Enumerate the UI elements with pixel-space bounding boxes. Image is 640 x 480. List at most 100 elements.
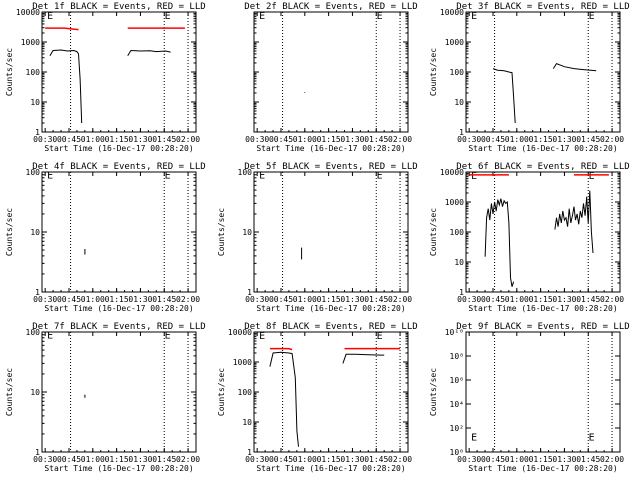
x-axis-label: Start Time (16-Dec-17 00:28:20) [256, 304, 405, 313]
x-tick-label: 01:45 [152, 135, 176, 144]
x-tick-label: 00:45 [57, 295, 81, 304]
y-tick-label: 100 [238, 168, 253, 177]
x-tick-label: 01:45 [152, 455, 176, 464]
x-axis-label: Start Time (16-Dec-17 00:28:20) [256, 144, 405, 153]
x-tick-label: 00:30 [245, 135, 269, 144]
y-tick-label: 1 [459, 128, 464, 137]
chart-title: Det 5f BLACK = Events, RED = LLD [244, 162, 417, 172]
x-tick-label: 01:45 [152, 295, 176, 304]
plot-frame [41, 171, 197, 293]
energy-mark: E [589, 171, 595, 182]
y-tick-label: 100 [450, 68, 465, 77]
y-tick-label: 1000 [445, 38, 464, 47]
energy-mark: E [47, 11, 53, 22]
energy-mark: E [377, 331, 383, 342]
energy-mark: E [47, 171, 53, 182]
chart-title: Det 4f BLACK = Events, RED = LLD [32, 162, 205, 172]
x-tick-label: 00:30 [457, 295, 481, 304]
x-tick-label: 01:00 [505, 455, 529, 464]
energy-mark: E [165, 331, 171, 342]
chart-panel-6: Det 6f BLACK = Events, RED = LLD 00:30 00:… [429, 162, 630, 313]
y-tick-label: 1000 [445, 198, 464, 207]
events-series-line [342, 353, 385, 364]
x-tick-label: 00:30 [33, 455, 57, 464]
x-tick-label: 00:30 [33, 135, 57, 144]
y-tick-label: 100 [26, 68, 41, 77]
y-tick-label: 1 [247, 448, 252, 457]
energy-mark: E [259, 171, 265, 182]
energy-mark: E [259, 11, 265, 22]
y-axis-label: Counts/sec [5, 368, 14, 416]
energy-mark: E [471, 171, 477, 182]
chart-title: Det 9f BLACK = Events, RED = LLD [456, 322, 629, 332]
x-tick-label: 01:45 [364, 135, 388, 144]
lld-series-line [269, 347, 293, 351]
x-tick-label: 01:30 [128, 135, 152, 144]
y-axis-label: Counts/sec [429, 48, 438, 96]
y-tick-label: 1 [247, 288, 252, 297]
x-tick-label: 01:45 [364, 455, 388, 464]
x-tick-label: 01:00 [81, 135, 105, 144]
y-tick-label: 10⁶ [450, 376, 464, 385]
y-tick-label: 10000 [440, 8, 464, 17]
energy-mark: E [47, 331, 53, 342]
x-tick-label: 02:00 [388, 455, 412, 464]
events-series-line [492, 68, 516, 124]
y-tick-label: 10 [30, 228, 40, 237]
x-tick-label: 01:15 [105, 135, 129, 144]
x-tick-label: 01:15 [105, 455, 129, 464]
x-tick-label: 02:00 [176, 295, 200, 304]
y-tick-label: 1 [459, 288, 464, 297]
y-tick-label: 10 [454, 258, 464, 267]
x-tick-label: 00:45 [269, 455, 293, 464]
events-series-line [127, 49, 171, 56]
x-axis-label: Start Time (16-Dec-17 00:28:20) [44, 304, 193, 313]
x-axis-label: Start Time (16-Dec-17 00:28:20) [44, 464, 193, 473]
plot-frame [465, 331, 621, 453]
x-axis-label: Start Time (16-Dec-17 00:28:20) [468, 144, 617, 153]
y-axis-label: Counts/sec [429, 368, 438, 416]
x-tick-label: 01:45 [576, 135, 600, 144]
x-tick-label: 01:30 [552, 295, 576, 304]
energy-mark: E [471, 11, 477, 22]
x-tick-label: 00:30 [457, 135, 481, 144]
plot-frame [253, 11, 409, 133]
x-tick-label: 00:45 [481, 455, 505, 464]
y-tick-label: 10000 [440, 168, 464, 177]
x-axis-label: Start Time (16-Dec-17 00:28:20) [256, 464, 405, 473]
plot-frame [253, 331, 409, 453]
chart-title: Det 1f BLACK = Events, RED = LLD [32, 2, 205, 12]
x-tick-label: 00:30 [33, 295, 57, 304]
y-axis-label: Counts/sec [429, 208, 438, 256]
events-series-line [552, 62, 597, 72]
chart-panel-3: Det 3f BLACK = Events, RED = LLD 00:30 00:… [429, 2, 630, 153]
y-axis-label: Counts/sec [217, 368, 226, 416]
x-tick-label: 01:15 [529, 135, 553, 144]
x-axis-label: Start Time (16-Dec-17 00:28:20) [468, 304, 617, 313]
chart-panel-5: Det 5f BLACK = Events, RED = LLD 00:30 00:… [217, 162, 418, 313]
x-tick-label: 01:30 [340, 295, 364, 304]
plot-frame [465, 171, 621, 293]
x-tick-label: 00:30 [245, 295, 269, 304]
y-tick-label: 100 [26, 328, 41, 337]
chart-panel-4: Det 4f BLACK = Events, RED = LLD 00:30 00:… [5, 162, 206, 313]
x-tick-label: 01:00 [293, 295, 317, 304]
x-tick-label: 01:30 [128, 295, 152, 304]
plot-frame [465, 11, 621, 133]
energy-mark: E [165, 171, 171, 182]
x-axis-label: Start Time (16-Dec-17 00:28:20) [44, 144, 193, 153]
plot-frame [253, 171, 409, 293]
energy-mark: E [589, 11, 595, 22]
y-axis-label: Counts/sec [217, 208, 226, 256]
energy-mark: E [471, 432, 477, 443]
x-tick-label: 00:45 [481, 295, 505, 304]
x-tick-label: 01:00 [81, 455, 105, 464]
chart-title: Det 2f BLACK = Events, RED = LLD [244, 2, 417, 12]
plot-frame [41, 11, 197, 133]
x-tick-label: 02:00 [176, 135, 200, 144]
x-tick-label: 02:00 [388, 135, 412, 144]
energy-mark: E [377, 171, 383, 182]
x-tick-label: 00:45 [481, 135, 505, 144]
events-series-line [49, 49, 83, 124]
